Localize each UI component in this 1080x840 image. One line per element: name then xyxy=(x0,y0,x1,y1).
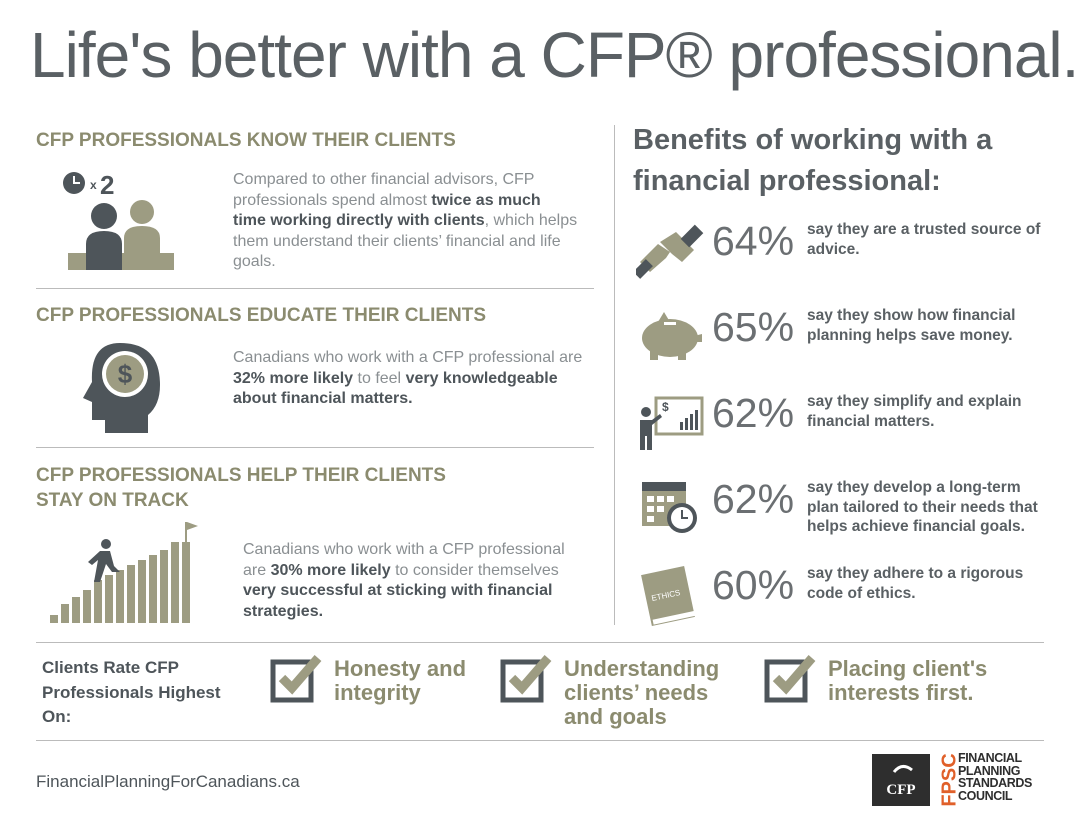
ratings-label: Clients Rate CFP Professionals Highest O… xyxy=(42,658,221,726)
benefit-text: say they are a trusted source of advice. xyxy=(807,221,1041,258)
fpsc-logo: CFP FPSC FINANCIAL PLANNING STANDARDS CO… xyxy=(872,752,1032,807)
page-title: Life's better with a CFP® professional. xyxy=(30,19,1079,91)
benefit-icon xyxy=(642,312,702,360)
benefit-percent: 60% xyxy=(712,562,795,608)
benefit-text: say they develop a long-term plan tailor… xyxy=(807,479,1038,535)
benefit-percent: 65% xyxy=(712,304,795,350)
benefit-text: say they adhere to a rigorous code of et… xyxy=(807,565,1024,602)
section-body: Compared to other financial advisors, CF… xyxy=(233,170,578,273)
divider xyxy=(36,288,594,289)
section-heading: CFP PROFESSIONALS HELP THEIR CLIENTS STA… xyxy=(36,465,446,511)
text-run: twice as much time working directly with… xyxy=(233,191,541,230)
checkbox-icon xyxy=(500,655,552,703)
logo-fpsc: FPSC xyxy=(938,753,960,806)
benefit-icon: $ xyxy=(640,396,704,450)
stairs-icon xyxy=(50,522,198,623)
text-run: very knowledgeable about financial matte… xyxy=(233,369,558,408)
section-heading: CFP PROFESSIONALS EDUCATE THEIR CLIENTS xyxy=(36,305,487,326)
benefit-text: say they show how financial planning hel… xyxy=(807,307,1016,344)
icon-text: $ xyxy=(662,400,669,414)
benefit-icon: ETHICS xyxy=(641,566,697,626)
clients-icon: x 2 xyxy=(63,170,174,270)
checkbox-icon xyxy=(764,655,816,703)
benefit-icon xyxy=(642,482,697,533)
checkbox-icon xyxy=(270,655,322,703)
text-run: 32% more likely xyxy=(233,369,354,387)
rating-text: Placing client's interests first. xyxy=(828,656,988,705)
head-icon: $ xyxy=(83,343,160,433)
benefit-text: say they simplify and explain financial … xyxy=(807,393,1022,430)
section-body: Canadians who work with a CFP profession… xyxy=(243,540,588,622)
text-run: Canadians who work with a CFP profession… xyxy=(233,349,583,366)
text-run: , which helps them understand their clie… xyxy=(233,212,578,270)
text-run: to consider themselves xyxy=(390,561,559,579)
benefit-percent: 62% xyxy=(712,476,795,522)
rating-text: Understanding clients’ needs and goals xyxy=(564,656,720,729)
section-heading: CFP PROFESSIONALS KNOW THEIR CLIENTS xyxy=(36,130,456,151)
icon-text: $ xyxy=(118,359,133,389)
divider xyxy=(36,642,1044,643)
section-body: Canadians who work with a CFP profession… xyxy=(233,348,593,410)
benefit-percent: 62% xyxy=(712,390,795,436)
text-run: to feel xyxy=(353,369,406,387)
rating-text: Honesty and integrity xyxy=(334,656,467,705)
divider xyxy=(36,447,594,448)
column-divider xyxy=(614,125,615,625)
council-name: FINANCIAL PLANNING STANDARDS COUNCIL xyxy=(958,752,1032,803)
text-run: very successful at sticking with financi… xyxy=(243,582,553,620)
footer-url: FinancialPlanningForCanadians.ca xyxy=(36,772,300,791)
icon-text: 2 xyxy=(100,170,114,200)
benefit-percent: 64% xyxy=(712,218,795,264)
divider xyxy=(36,740,1044,741)
text-run: Compared to other financial advisors, CF… xyxy=(233,171,535,209)
benefits-title: Benefits of working with a financial pro… xyxy=(633,124,993,197)
benefit-icon xyxy=(636,224,704,279)
icon-text: x xyxy=(90,178,97,192)
logo-cfp: CFP xyxy=(886,782,915,798)
text-run: 30% more likely xyxy=(270,561,391,579)
text-run: Canadians who work with a CFP profession… xyxy=(243,541,565,579)
